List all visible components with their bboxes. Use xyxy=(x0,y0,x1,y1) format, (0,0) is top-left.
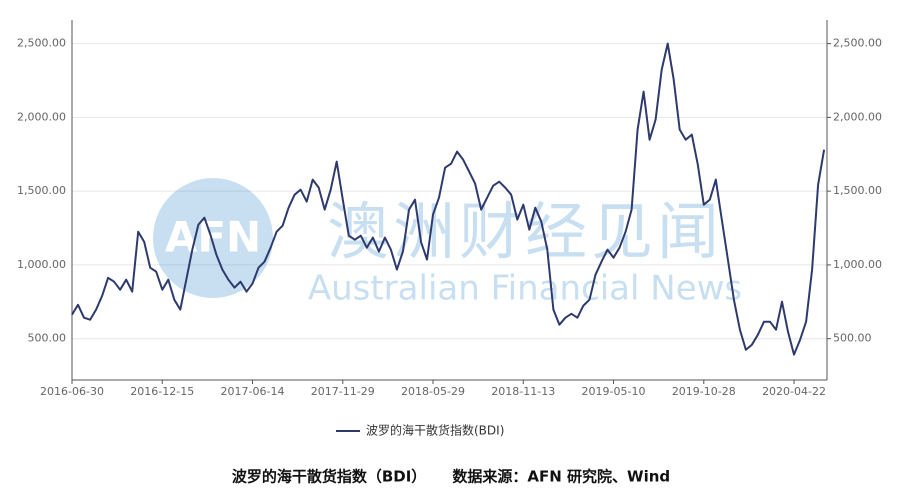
x-tick-label: 2018-05-29 xyxy=(401,385,465,398)
caption: 波罗的海干散货指数（BDI） 数据来源：AFN 研究院、Wind xyxy=(232,468,670,486)
y2-tick-label: 2,500.00 xyxy=(833,37,882,50)
series-line xyxy=(71,42,826,356)
x-tick-label: 2019-10-28 xyxy=(672,385,736,398)
watermark-cn: 澳洲财经见闻 xyxy=(327,195,723,268)
watermark: AFN 澳洲财经见闻 Australian Financial News xyxy=(153,178,742,309)
legend-label: 波罗的海干散货指数(BDI) xyxy=(366,423,504,438)
x-tick-label: 2016-12-15 xyxy=(130,385,194,398)
x-tick-label: 2019-05-10 xyxy=(582,385,646,398)
watermark-logo: AFN xyxy=(165,213,261,262)
x-tick-label: 2020-04-22 xyxy=(762,385,826,398)
y-tick-label: 2,500.00 xyxy=(17,37,66,50)
y-tick-label: 2,000.00 xyxy=(17,110,66,123)
y-tick-label: 1,500.00 xyxy=(17,184,66,197)
x-tick-label: 2017-06-14 xyxy=(221,385,285,398)
x-tick-label: 2018-11-13 xyxy=(491,385,555,398)
watermark-en: Australian Financial News xyxy=(308,269,742,309)
y2-tick-label: 1,000.00 xyxy=(833,258,882,271)
y-tick-label: 500.00 xyxy=(28,332,67,345)
y2-tick-label: 1,500.00 xyxy=(833,184,882,197)
watermark-logo-circle xyxy=(153,178,273,298)
y-tick-label: 1,000.00 xyxy=(17,258,66,271)
x-tick-label: 2016-06-30 xyxy=(40,385,104,398)
y2-tick-label: 2,000.00 xyxy=(833,110,882,123)
grid xyxy=(72,43,827,340)
x-tick-label: 2017-11-29 xyxy=(311,385,375,398)
y2-tick-label: 500.00 xyxy=(833,332,872,345)
